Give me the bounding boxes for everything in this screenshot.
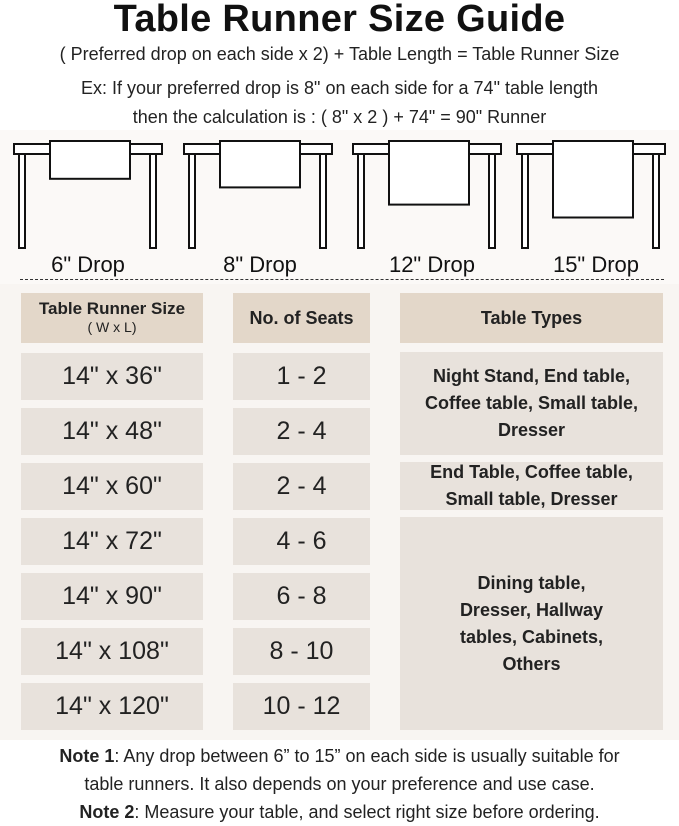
example-line-1: Ex: If your preferred drop is 8" on each… bbox=[80, 78, 599, 98]
table-types-group-1: Night Stand, End table, Coffee table, Sm… bbox=[400, 352, 663, 455]
table-leg bbox=[18, 153, 26, 249]
drop-label-12: 12" Drop bbox=[388, 252, 476, 277]
row-seats: 4 - 6 bbox=[233, 518, 370, 565]
row-size: 14" x 72" bbox=[21, 518, 203, 565]
header-seats: No. of Seats bbox=[233, 293, 370, 343]
formula-text: ( Preferred drop on each side x 2) + Tab… bbox=[59, 44, 620, 64]
table-leg bbox=[319, 153, 327, 249]
note-2-label: Note 2 bbox=[79, 802, 135, 822]
page-title: Table Runner Size Guide bbox=[113, 0, 566, 40]
table-types-group-2: End Table, Coffee table, Small table, Dr… bbox=[400, 462, 663, 510]
row-size: 14" x 60" bbox=[21, 463, 203, 510]
table-leg bbox=[652, 153, 660, 249]
table-leg bbox=[188, 153, 196, 249]
example-line-2: then the calculation is : ( 8" x 2 ) + 7… bbox=[132, 107, 547, 127]
row-size: 14" x 36" bbox=[21, 353, 203, 400]
row-seats: 1 - 2 bbox=[233, 353, 370, 400]
table-leg bbox=[521, 153, 529, 249]
header-size-sub: ( W x L) bbox=[87, 319, 137, 335]
row-seats: 2 - 4 bbox=[233, 463, 370, 510]
drop-diagrams bbox=[13, 140, 666, 249]
drop-label-8: 8" Drop bbox=[223, 252, 297, 277]
header-size: Table Runner Size ( W x L) bbox=[21, 293, 203, 343]
row-size: 14" x 90" bbox=[21, 573, 203, 620]
drop-label-15: 15" Drop bbox=[552, 252, 640, 277]
row-size: 14" x 48" bbox=[21, 408, 203, 455]
note-2: Note 2: Measure your table, and select r… bbox=[0, 802, 679, 823]
row-seats: 10 - 12 bbox=[233, 683, 370, 730]
header-types: Table Types bbox=[400, 293, 663, 343]
table-runner bbox=[552, 140, 634, 219]
note-2-text: : Measure your table, and select right s… bbox=[134, 802, 600, 822]
note-1-text: : Any drop between 6” to 15” on each sid… bbox=[114, 746, 620, 766]
table-leg bbox=[149, 153, 157, 249]
row-seats: 2 - 4 bbox=[233, 408, 370, 455]
dashed-divider bbox=[20, 279, 664, 280]
row-seats: 6 - 8 bbox=[233, 573, 370, 620]
header-size-label: Table Runner Size bbox=[38, 299, 186, 318]
table-leg bbox=[488, 153, 496, 249]
note-1-continued: table runners. It also depends on your p… bbox=[84, 774, 595, 794]
table-runner bbox=[388, 140, 470, 206]
drop-label-6: 6" Drop bbox=[51, 252, 125, 277]
row-seats: 8 - 10 bbox=[233, 628, 370, 675]
row-size: 14" x 108" bbox=[21, 628, 203, 675]
table-runner bbox=[219, 140, 301, 189]
note-1: Note 1: Any drop between 6” to 15” on ea… bbox=[0, 746, 679, 767]
row-size: 14" x 120" bbox=[21, 683, 203, 730]
table-leg bbox=[357, 153, 365, 249]
table-runner bbox=[49, 140, 131, 180]
table-types-group-3: Dining table, Dresser, Hallway tables, C… bbox=[400, 517, 663, 730]
note-1-label: Note 1 bbox=[59, 746, 115, 766]
